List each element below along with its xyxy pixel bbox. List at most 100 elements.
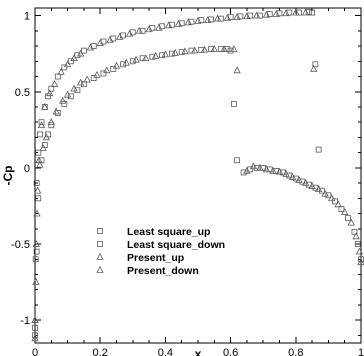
data-point (234, 157, 241, 164)
data-point (276, 10, 283, 17)
data-point (301, 8, 310, 16)
data-point (223, 13, 232, 21)
data-point (32, 332, 38, 339)
data-point (253, 11, 261, 19)
data-point (47, 118, 55, 126)
data-point (272, 10, 280, 17)
data-point (83, 75, 91, 83)
data-point (318, 187, 325, 194)
data-point (33, 186, 42, 194)
data-point (301, 179, 310, 186)
data-point (76, 49, 85, 57)
data-point (338, 206, 345, 212)
data-point (347, 218, 355, 226)
y-axis-label: -Cp (1, 166, 15, 186)
data-point (159, 52, 166, 59)
y-tick-label: 1 (24, 11, 30, 23)
data-point (70, 84, 78, 92)
data-point (243, 166, 251, 174)
data-point (266, 11, 273, 17)
legend-marker (96, 265, 104, 273)
data-point (200, 45, 209, 53)
data-point (110, 66, 117, 72)
data-point (227, 14, 234, 21)
data-point (63, 60, 72, 68)
data-point (243, 12, 251, 20)
data-point (31, 316, 39, 323)
x-tick-label: 0.6 (223, 347, 238, 356)
data-point (210, 45, 218, 52)
plot-frame (34, 7, 362, 344)
data-point (256, 163, 264, 171)
y-tick-label: 0 (24, 163, 30, 175)
data-point (325, 192, 332, 199)
data-point (352, 232, 360, 240)
data-point (233, 66, 241, 74)
data-point (314, 185, 323, 193)
data-point (33, 248, 40, 255)
data-point (355, 247, 364, 255)
data-point (36, 131, 43, 138)
data-point (96, 38, 104, 46)
legend-marker (96, 252, 104, 260)
data-point (213, 14, 222, 22)
data-points (31, 8, 364, 342)
data-point (70, 54, 78, 62)
data-point (174, 19, 183, 27)
legend-label: Present_down (127, 265, 199, 277)
x-tick-label: 0 (32, 347, 38, 356)
data-point (41, 102, 49, 110)
data-point (48, 122, 55, 129)
data-point (233, 13, 241, 20)
data-point (35, 149, 42, 156)
data-point (164, 21, 173, 29)
legend-marker (97, 228, 103, 234)
data-point (90, 75, 97, 81)
data-point (135, 26, 143, 34)
data-point (310, 64, 318, 72)
data-point (54, 73, 61, 80)
data-point (112, 61, 121, 69)
data-point (61, 64, 68, 71)
data-point (198, 17, 205, 24)
data-point (50, 80, 59, 87)
x-tick-label: 0.2 (93, 347, 108, 356)
data-point (308, 182, 316, 189)
data-point (61, 101, 68, 107)
data-point (33, 209, 41, 217)
data-point (327, 194, 336, 202)
data-point (262, 10, 271, 18)
data-point (32, 278, 40, 285)
data-point (37, 121, 46, 129)
data-point (149, 53, 156, 60)
data-point (305, 8, 312, 15)
data-point (116, 32, 124, 40)
data-point (341, 207, 349, 215)
data-point (35, 195, 42, 202)
data-point (249, 162, 258, 170)
data-point (247, 12, 254, 19)
data-point (32, 239, 40, 247)
data-point (100, 70, 107, 77)
data-point (204, 16, 212, 23)
data-point (125, 29, 134, 37)
data-point (227, 47, 234, 54)
y-tick-label: -1 (20, 315, 30, 327)
data-point (282, 9, 290, 17)
data-point (86, 43, 95, 51)
data-point (354, 241, 361, 247)
data-point (321, 189, 329, 197)
data-point (169, 21, 175, 28)
data-point (208, 16, 214, 23)
data-point (142, 54, 150, 62)
data-point (188, 18, 195, 25)
data-point (57, 67, 65, 75)
data-point (345, 215, 351, 222)
data-point (122, 58, 130, 66)
x-tick-label: 0.4 (158, 347, 173, 356)
legend-marker (97, 241, 103, 247)
data-point (120, 61, 126, 68)
data-point (169, 50, 175, 57)
